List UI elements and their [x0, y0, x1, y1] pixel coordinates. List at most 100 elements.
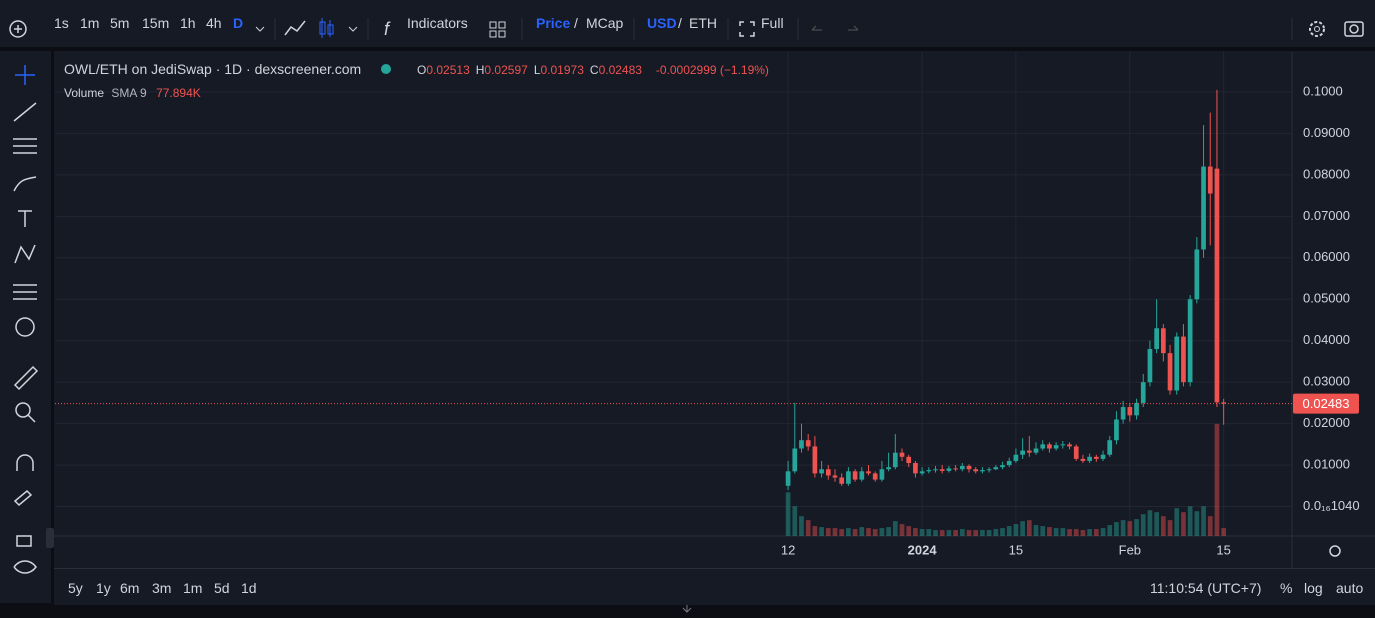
volume-bar	[859, 527, 865, 536]
interval-button[interactable]: 5m	[110, 15, 130, 31]
candle-body	[1181, 336, 1186, 383]
volume-bar	[1047, 527, 1052, 536]
range-button[interactable]: 1y	[96, 580, 111, 596]
candle-body	[959, 465, 965, 470]
drawing-toolbar	[0, 51, 51, 603]
candle-body	[832, 475, 838, 478]
candle-body	[919, 471, 925, 474]
y-tick-label: 0.08000	[1303, 166, 1350, 181]
candle-body	[846, 471, 851, 484]
volume-bar	[792, 506, 798, 536]
candle-body	[1033, 448, 1039, 453]
change: -0.0002999 (−1.19%)	[655, 63, 769, 77]
indicators-button[interactable]: Indicators	[407, 15, 468, 31]
range-button[interactable]: 5y	[68, 580, 83, 596]
mcap-toggle[interactable]: MCap	[586, 15, 624, 31]
auto-toggle[interactable]: auto	[1336, 580, 1364, 596]
candle-body	[966, 465, 972, 470]
interval-button[interactable]: 15m	[142, 15, 170, 31]
range-button[interactable]: 6m	[120, 580, 140, 596]
interval-button[interactable]: 4h	[206, 15, 222, 31]
candle-body	[785, 471, 791, 486]
candle-body	[1093, 456, 1099, 459]
candle-body	[1013, 454, 1019, 461]
volume-bar	[1114, 522, 1119, 536]
volume-bar	[819, 527, 824, 536]
ohlc-label: L	[533, 63, 541, 77]
candle-body	[1134, 402, 1139, 416]
volume-bar	[1053, 528, 1059, 536]
volume-bar	[966, 530, 972, 536]
y-tick-label: 0.01000	[1303, 457, 1350, 472]
volume-bar	[1033, 525, 1039, 536]
y-tick-label: 0.02000	[1303, 415, 1350, 430]
volume-bar	[1067, 529, 1072, 536]
candle-body	[1060, 444, 1066, 446]
candle-body	[1167, 353, 1173, 391]
candle-body	[1100, 454, 1106, 459]
candle-body	[799, 440, 804, 449]
candle-body	[1187, 299, 1193, 383]
candle-body	[839, 477, 845, 484]
volume-bar	[1107, 525, 1113, 536]
y-tick-label: 0.05000	[1303, 291, 1350, 306]
usd-toggle[interactable]: USD	[647, 15, 677, 31]
volume-bar	[1073, 529, 1079, 536]
y-tick-label: 0.06000	[1303, 249, 1350, 264]
candle-body	[953, 468, 958, 470]
svg-text:f: f	[384, 19, 391, 39]
x-tick-label: Feb	[1119, 542, 1141, 557]
candle-body	[1160, 328, 1166, 354]
candle-body	[1073, 446, 1079, 459]
price-toggle[interactable]: Price	[536, 15, 571, 31]
x-tick-label: 15	[1009, 542, 1023, 557]
ohlc-label: C	[589, 63, 599, 77]
range-button[interactable]: 1m	[183, 580, 203, 596]
interval-button[interactable]: D	[233, 15, 244, 31]
volume-bar	[1221, 528, 1226, 536]
volume-bar	[919, 529, 925, 536]
volume-bar	[986, 530, 992, 536]
full-button[interactable]: Full	[761, 15, 784, 31]
range-button[interactable]: 5d	[214, 580, 230, 596]
volume-bar	[1160, 516, 1166, 536]
volume-bar	[1187, 506, 1193, 536]
x-tick-label: 12	[781, 542, 795, 557]
candle-body	[1114, 419, 1119, 441]
log-toggle[interactable]: log	[1304, 580, 1323, 596]
volume-bar	[953, 530, 958, 536]
range-button[interactable]: 1d	[241, 580, 257, 596]
volume-bar	[1174, 508, 1180, 536]
interval-button[interactable]: 1h	[180, 15, 196, 31]
candle-body	[1127, 407, 1133, 416]
range-button[interactable]: 3m	[152, 580, 172, 596]
volume-bar	[973, 530, 979, 536]
volume-bar	[825, 528, 831, 536]
volume-bar	[1207, 516, 1213, 536]
percent-toggle[interactable]: %	[1280, 580, 1293, 596]
candle-body	[913, 463, 918, 474]
candle-body	[879, 469, 885, 480]
last-price-tag	[1293, 393, 1359, 414]
candle-body	[859, 471, 865, 480]
volume-bar	[1060, 528, 1066, 536]
ohlc-label: H	[475, 63, 485, 77]
sma-value: 77.894K	[156, 86, 201, 100]
volume-bar	[913, 528, 918, 536]
candle-body	[1000, 465, 1005, 468]
candle-body	[1047, 444, 1052, 449]
candle-body	[973, 469, 979, 472]
volume-bar	[805, 520, 811, 536]
ohlc-value: 0.01973	[540, 63, 584, 77]
eth-toggle[interactable]: ETH	[689, 15, 717, 31]
volume-bar	[946, 530, 952, 536]
interval-button[interactable]: 1m	[80, 15, 100, 31]
ohlc-label: O	[417, 63, 427, 77]
candle-body	[1067, 444, 1072, 447]
y-tick-label: 0.07000	[1303, 208, 1350, 223]
interval-button[interactable]: 1s	[54, 15, 69, 31]
volume-bar	[852, 529, 858, 536]
candle-body	[1207, 166, 1213, 194]
volume-bar	[959, 529, 965, 536]
